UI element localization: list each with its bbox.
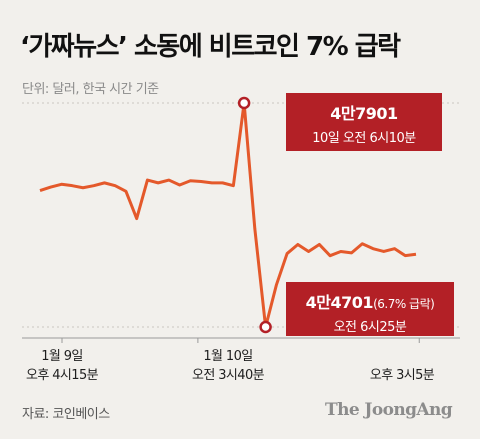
low-point-marker (259, 320, 272, 334)
callout-high: 4만7901 10일 오전 6시10분 (286, 93, 442, 151)
callout-high-value: 4만7901 (330, 104, 398, 123)
price-line (39, 101, 417, 329)
source-note: 자료: 코인베이스 (22, 407, 110, 422)
x-tick-time: 오후 4시15분 (26, 368, 99, 383)
callout-low-value: 4만4701 (305, 293, 374, 312)
callout-low-pct: (6.7% 급락) (373, 297, 435, 311)
x-tick-time: 오후 3시5분 (369, 368, 435, 383)
callout-low-time: 오전 6시25분 (333, 320, 407, 335)
x-tick-label: 오후 3시5분 (352, 347, 452, 385)
x-tick-time: 오전 3시40분 (192, 368, 265, 383)
unit-note: 단위: 달러, 한국 시간 기준 (22, 82, 159, 97)
chart-title: ‘가짜뉴스’ 소동에 비트코인 7% 급락 (20, 32, 401, 62)
x-tick-label: 1월 10일 오전 3시40분 (172, 347, 284, 385)
x-tick-date: 1월 9일 (41, 349, 83, 364)
x-tick-label: 1월 9일 오후 4시15분 (22, 347, 102, 385)
x-tick-date: 1월 10일 (203, 349, 253, 364)
callout-low: 4만4701(6.7% 급락) 오전 6시25분 (286, 282, 454, 336)
high-point-marker (237, 96, 251, 110)
x-tick-date (352, 347, 452, 366)
callout-high-time: 10일 오전 6시10분 (312, 131, 416, 146)
publisher-logo: The JoongAng (325, 400, 453, 420)
